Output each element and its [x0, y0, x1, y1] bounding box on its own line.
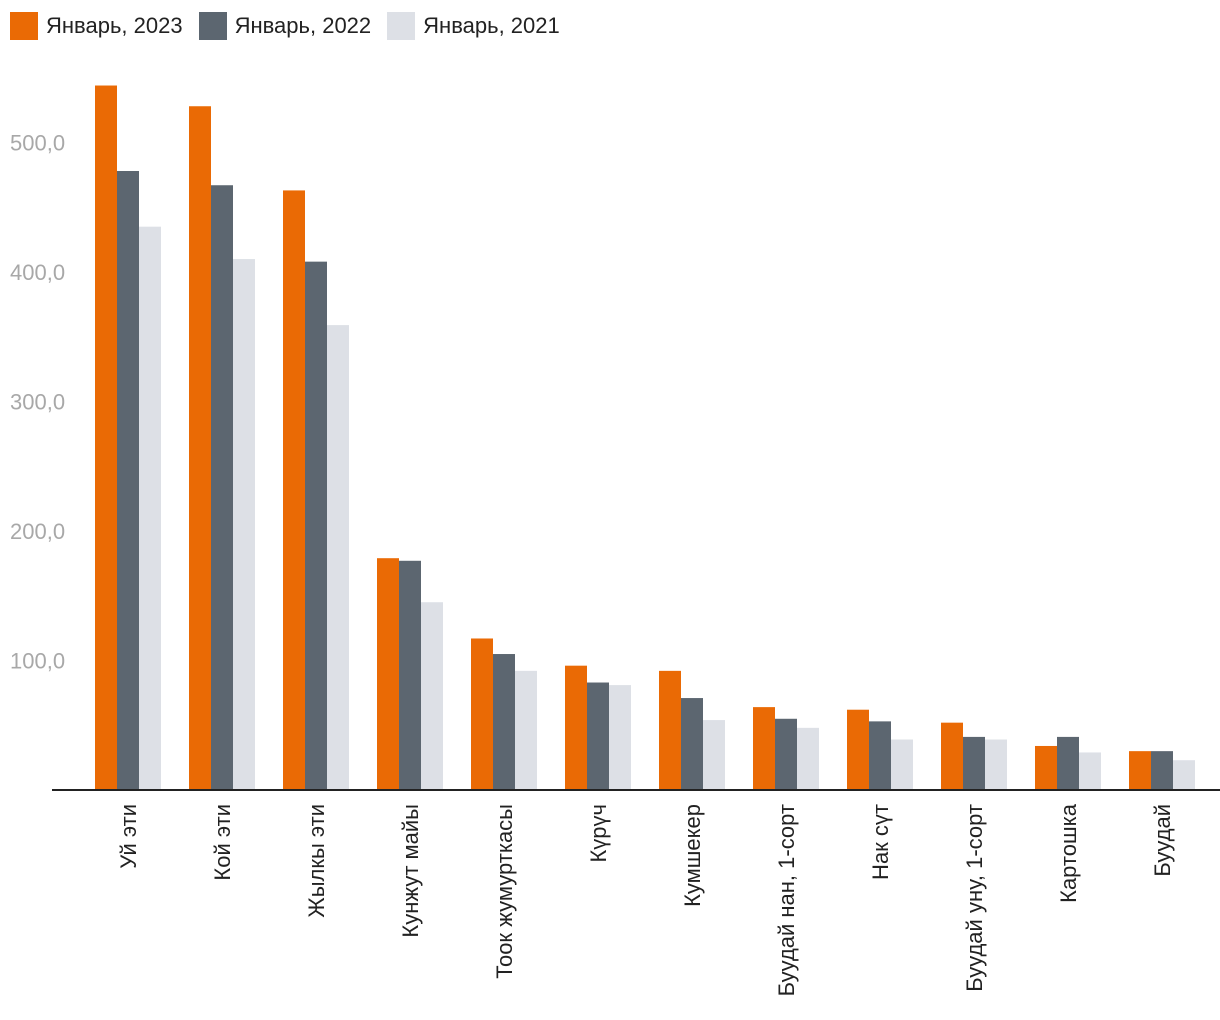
bar-3-9 [891, 739, 913, 790]
y-tick-label: 300,0 [10, 390, 65, 415]
bar-3-3 [327, 325, 349, 790]
bar-3-6 [609, 685, 631, 790]
bar-2-10 [963, 736, 985, 790]
y-tick-label: 500,0 [10, 131, 65, 156]
y-tick-label: 400,0 [10, 260, 65, 285]
x-tick-label: Нак сүт [868, 804, 893, 880]
bar-3-12 [1173, 760, 1195, 790]
legend-item-2021: Январь, 2021 [387, 12, 560, 40]
y-tick-label: 100,0 [10, 649, 65, 674]
legend-label-2022: Январь, 2022 [234, 13, 372, 38]
x-tick-label: Буудай [1150, 804, 1175, 877]
bar-2-2 [211, 185, 233, 791]
bar-3-2 [233, 259, 255, 790]
bar-1-9 [847, 709, 869, 790]
bar-1-6 [565, 665, 587, 790]
bar-2-9 [869, 721, 891, 790]
bar-3-1 [139, 226, 161, 791]
x-tick-label: Кунжут майы [398, 804, 423, 938]
x-tick-label: Кой эти [210, 804, 235, 881]
bar-3-11 [1079, 752, 1101, 790]
x-tick-label: Уй эти [116, 804, 141, 869]
bar-1-2 [189, 106, 211, 791]
legend-swatch-2022 [198, 12, 227, 40]
legend-item-2022: Январь, 2022 [198, 12, 372, 40]
x-tick-label: Буудай нан, 1-сорт [774, 804, 799, 996]
x-tick-label: Буудай уну, 1-сорт [962, 804, 987, 992]
bar-2-8 [775, 718, 797, 790]
bar-3-10 [985, 739, 1007, 790]
legend-swatch-2023 [10, 12, 38, 40]
bar-2-3 [305, 261, 327, 790]
bar-2-6 [587, 682, 609, 790]
bar-2-7 [681, 698, 703, 790]
bar-2-5 [493, 654, 515, 790]
x-tick-label: Картошка [1056, 803, 1081, 903]
bar-3-5 [515, 670, 537, 790]
bar-1-8 [753, 707, 775, 790]
legend-item-2023: Январь, 2023 [10, 12, 183, 40]
legend-swatch-2021 [387, 12, 416, 40]
bar-1-11 [1035, 745, 1057, 790]
bar-3-8 [797, 727, 819, 790]
y-tick-label: 200,0 [10, 519, 65, 544]
bar-2-4 [399, 560, 421, 790]
bar-3-7 [703, 720, 725, 790]
bar-1-1 [95, 85, 117, 790]
legend-label-2021: Январь, 2021 [423, 13, 560, 38]
bar-1-5 [471, 638, 493, 790]
legend-label-2023: Январь, 2023 [46, 13, 183, 38]
x-tick-label: Жылкы эти [304, 804, 329, 918]
bar-1-3 [283, 190, 305, 791]
bar-1-12 [1129, 751, 1151, 790]
bar-3-4 [421, 602, 443, 790]
x-tick-label: Кумшекер [680, 804, 705, 907]
bar-2-11 [1057, 736, 1079, 790]
bar-2-1 [117, 170, 139, 791]
x-tick-label: Күрүч [586, 804, 611, 863]
bar-1-7 [659, 670, 681, 790]
x-tick-label: Тоок жумурткасы [492, 804, 517, 979]
bar-2-12 [1151, 751, 1173, 790]
bar-1-10 [941, 722, 963, 790]
bar-1-4 [377, 558, 399, 790]
legend: Январь, 2023 Январь, 2022 Январь, 2021 [10, 10, 576, 42]
